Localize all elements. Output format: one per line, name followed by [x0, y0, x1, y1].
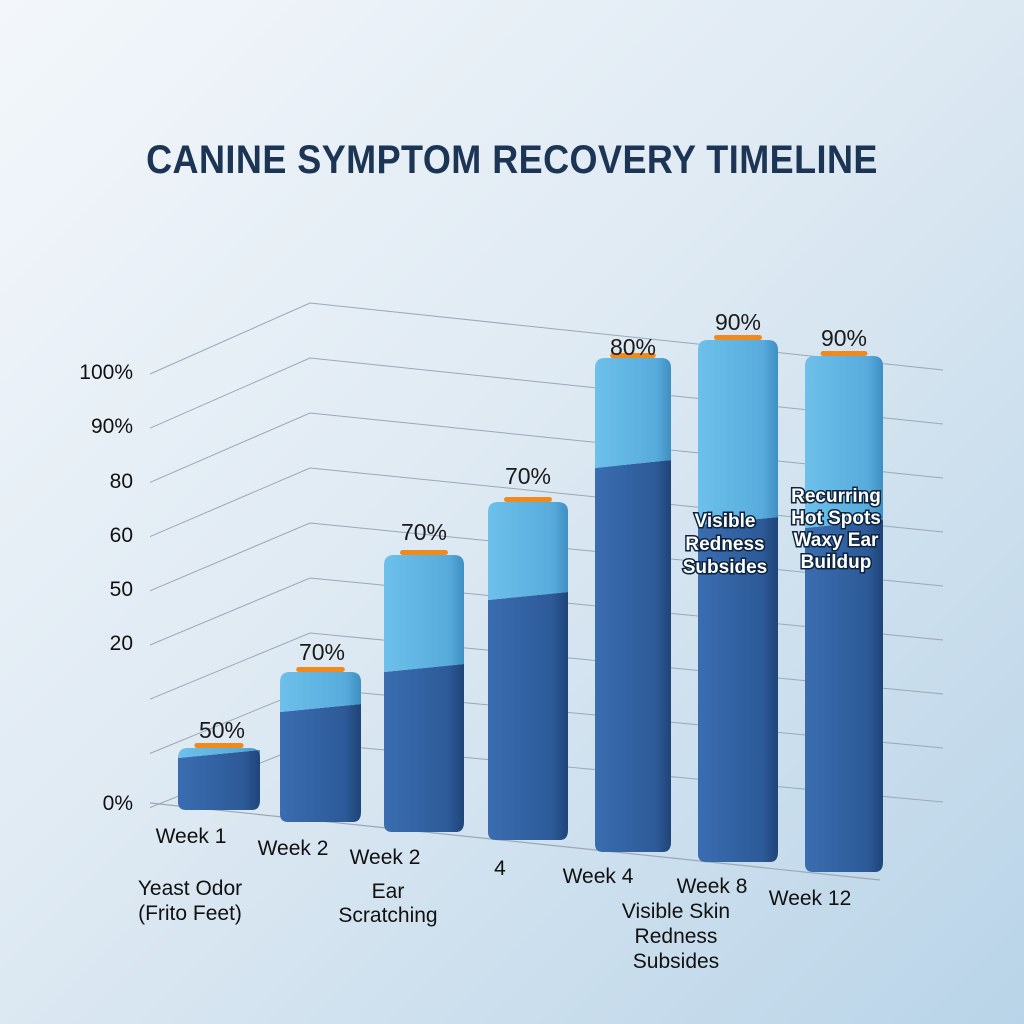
bar-top-marker — [714, 335, 762, 340]
y-tick-label: 80 — [110, 470, 133, 493]
category-label: Week 1 — [156, 825, 227, 848]
bar-lower-segment — [384, 664, 464, 832]
bar-lower-segment — [280, 704, 361, 822]
y-tick-label: 20 — [110, 632, 133, 655]
bar-lower-segment — [595, 460, 671, 852]
bar-upper-segment — [384, 555, 464, 672]
bar-lower-segment — [488, 592, 568, 840]
bar-annotation: Recurring Hot Spots Waxy Ear Buildup — [791, 486, 881, 573]
bar — [384, 550, 464, 832]
bar — [280, 667, 361, 822]
bar-lower-segment — [178, 750, 260, 810]
bar — [698, 335, 778, 862]
bar-upper-segment — [595, 358, 671, 468]
bar-top-marker — [194, 743, 244, 748]
value-label: 90% — [715, 309, 761, 335]
value-label: 90% — [821, 325, 867, 351]
value-label: 80% — [610, 334, 656, 360]
bar-upper-segment — [280, 672, 361, 712]
y-tick-label: 60 — [110, 524, 133, 547]
y-tick-label: 90% — [91, 415, 133, 438]
bar-top-marker — [820, 351, 868, 356]
bar — [488, 497, 568, 840]
category-label: Week 2 — [258, 837, 329, 860]
category-label: Week 4 — [563, 865, 634, 888]
x-axis-line — [149, 802, 881, 881]
bar-upper-segment — [698, 340, 778, 525]
bar-lower-segment — [805, 520, 883, 872]
value-label: 50% — [199, 717, 245, 743]
value-label: 70% — [299, 639, 345, 665]
annotation-label: Yeast Odor (Frito Feet) — [138, 877, 242, 925]
value-label: 70% — [505, 463, 551, 489]
bar-top-marker — [296, 667, 345, 672]
annotation-label: Ear Scratching — [338, 880, 437, 927]
category-label: Week 2 — [350, 846, 421, 869]
bar-upper-segment — [178, 748, 260, 758]
value-label: 70% — [401, 519, 447, 545]
y-tick-label: 50 — [110, 578, 133, 601]
bar — [595, 353, 671, 852]
category-label: 4 — [494, 857, 506, 880]
bar — [178, 743, 260, 810]
bar-top-marker — [504, 497, 552, 502]
bar — [805, 351, 883, 872]
category-label: Week 12 — [769, 887, 852, 910]
bar-top-marker — [610, 353, 656, 358]
annotation-label: Visible Skin Redness Subsides — [622, 900, 730, 973]
bar-top-marker — [400, 550, 448, 555]
bar-upper-segment — [805, 356, 883, 528]
bar-upper-segment — [488, 502, 568, 600]
bar-annotation: Visible Redness Subsides — [683, 511, 767, 578]
bar-lower-segment — [698, 517, 778, 862]
chart-title: CANINE SYMPTOM RECOVERY TIMELINE — [146, 138, 878, 182]
category-label: Week 8 — [677, 875, 748, 898]
y-tick-label: 100% — [79, 361, 133, 384]
y-tick-label: 0% — [103, 792, 133, 815]
